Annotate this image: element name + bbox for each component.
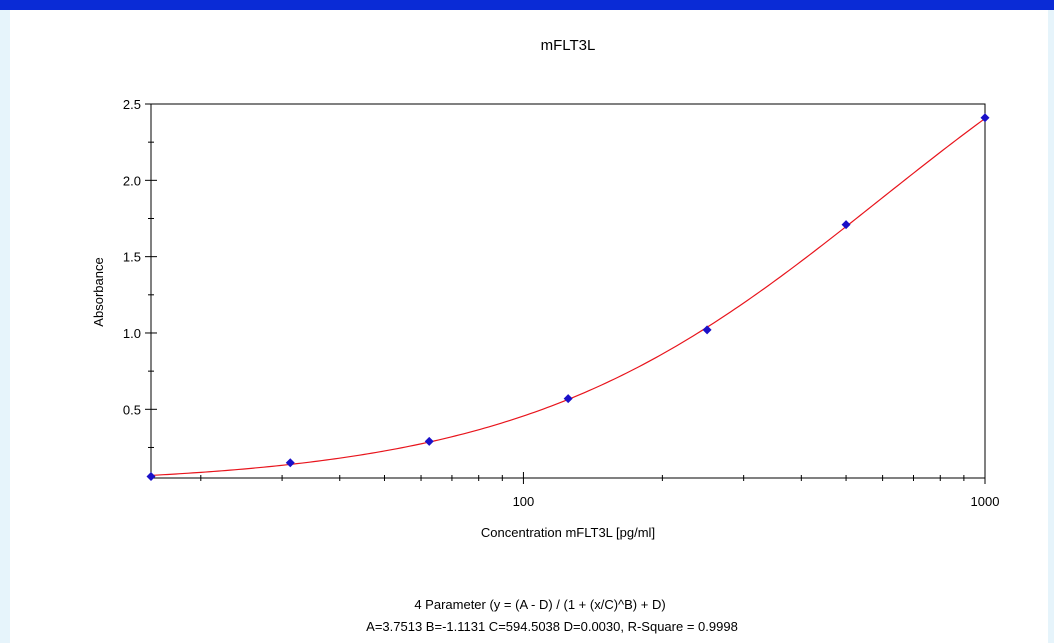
data-point: [424, 436, 434, 446]
y-tick-label: 0.5: [123, 402, 141, 417]
data-point: [841, 220, 851, 230]
plot-area: 0.5 1.0 1.5 2.0 2.5 100 1000: [123, 97, 1000, 509]
window-top-border: [0, 0, 1054, 10]
data-point: [146, 471, 156, 481]
y-axis-label: Absorbance: [91, 257, 106, 326]
data-point: [980, 113, 990, 123]
x-tick-label: 1000: [971, 494, 1000, 509]
fit-parameters-text: A=3.7513 B=-1.1131 C=594.5038 D=0.0030, …: [366, 619, 738, 634]
y-tick-label: 1.5: [123, 250, 141, 265]
data-point: [563, 394, 573, 404]
window-left-border: [0, 10, 10, 643]
fit-curve: [150, 118, 986, 476]
y-tick-label: 1.0: [123, 326, 141, 341]
x-tick-label: 100: [513, 494, 535, 509]
data-point: [702, 325, 712, 335]
y-tick-label: 2.0: [123, 173, 141, 188]
data-point: [285, 458, 295, 468]
y-tick-label: 2.5: [123, 97, 141, 112]
chart-title: mFLT3L: [541, 37, 596, 54]
x-axis-label: Concentration mFLT3L [pg/ml]: [481, 525, 655, 540]
equation-text: 4 Parameter (y = (A - D) / (1 + (x/C)^B)…: [414, 597, 665, 612]
window-right-border: [1048, 10, 1054, 643]
plot-frame: [150, 103, 986, 479]
